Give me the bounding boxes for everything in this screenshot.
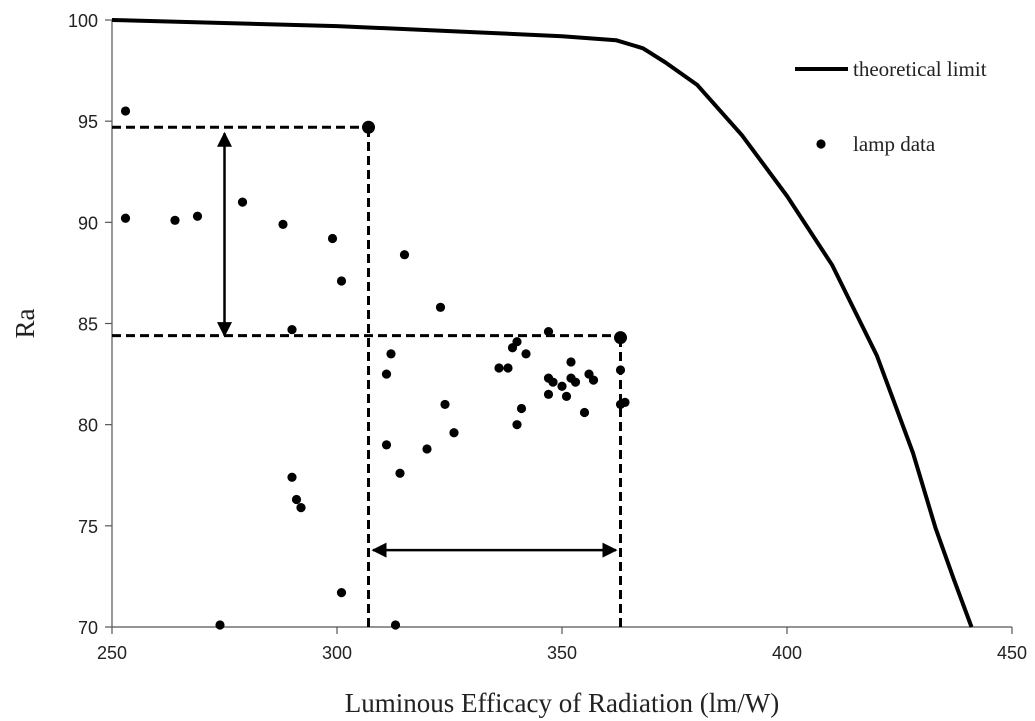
- y-tick-label: 70: [78, 618, 98, 638]
- lamp-data-point: [215, 620, 225, 630]
- legend-label-theoretical-limit: theoretical limit: [853, 57, 987, 81]
- lamp-data-point: [579, 407, 590, 418]
- y-tick-label: 100: [68, 11, 98, 31]
- lamp-data-point: [120, 213, 131, 223]
- y-tick-label: 80: [78, 416, 98, 436]
- lamp-data-point: [237, 197, 248, 207]
- lamp-data-point: [170, 215, 180, 225]
- lamp-data-point: [561, 391, 572, 401]
- lamp-data-point: [395, 468, 405, 478]
- lamp-data-point: [548, 377, 558, 387]
- y-tick-label: 75: [78, 517, 98, 537]
- lamp-data-point: [287, 472, 297, 482]
- lamp-data-point: [512, 420, 522, 430]
- legend: theoretical limit lamp data: [795, 57, 987, 156]
- lamp-data-point: [386, 349, 396, 359]
- reference-lines: [112, 125, 622, 627]
- legend-dot-swatch: [816, 139, 826, 149]
- lamp-data-point: [512, 337, 522, 347]
- series-layer: [111, 18, 974, 630]
- theoretical-limit-line: [111, 18, 974, 628]
- legend-label-lamp-data: lamp data: [853, 132, 936, 156]
- lamp-data-point: [570, 377, 581, 387]
- lamp-data-point: [503, 363, 513, 373]
- y-tick-label: 85: [78, 315, 98, 335]
- lamp-data-point: [494, 363, 504, 373]
- lamp-data-point: [615, 365, 626, 375]
- lamp-data-point: [516, 403, 527, 414]
- lamp-data-point: [192, 211, 203, 221]
- lamp-data-point: [278, 219, 288, 229]
- lamp-data-point: [327, 233, 338, 244]
- lamp-data-point: [588, 375, 599, 385]
- lamp-data-point: [296, 503, 306, 513]
- lamp-data-point: [336, 588, 347, 598]
- x-tick-label: 250: [97, 643, 127, 663]
- highlight-point: [614, 331, 627, 345]
- lamp-data-point: [336, 276, 347, 286]
- axes: 250 300 350 400 450 70 75 80 85 90 95 100: [68, 11, 1027, 663]
- y-axis-title: Ra: [10, 308, 40, 338]
- lamp-data-point: [566, 357, 576, 367]
- lamp-data-point: [120, 106, 131, 116]
- y-tick-label: 95: [78, 112, 98, 132]
- lamp-data-point: [390, 620, 401, 630]
- lamp-data-point: [543, 389, 554, 399]
- lamp-data-point: [381, 440, 392, 450]
- highlight-point: [362, 120, 375, 134]
- lamp-data-point: [287, 324, 297, 335]
- range-arrows: [217, 131, 618, 558]
- lamp-data-point: [449, 428, 459, 438]
- lamp-data-point: [440, 399, 450, 410]
- x-tick-label: 350: [547, 643, 577, 663]
- y-tick-label: 90: [78, 213, 98, 233]
- x-tick-label: 400: [772, 643, 802, 663]
- lamp-data-point: [557, 381, 567, 391]
- lamp-data-point: [399, 250, 410, 260]
- lamp-data-point: [381, 369, 392, 379]
- lamp-data-point: [435, 302, 446, 312]
- lamp-data-point: [291, 494, 302, 505]
- lamp-data-point: [543, 326, 554, 337]
- lamp-data-point: [422, 444, 432, 454]
- x-tick-label: 300: [322, 643, 352, 663]
- lamp-data-point: [620, 397, 630, 408]
- x-tick-label: 450: [997, 643, 1027, 663]
- lamp-data-point: [521, 349, 531, 359]
- x-axis-title: Luminous Efficacy of Radiation (lm/W): [345, 688, 779, 718]
